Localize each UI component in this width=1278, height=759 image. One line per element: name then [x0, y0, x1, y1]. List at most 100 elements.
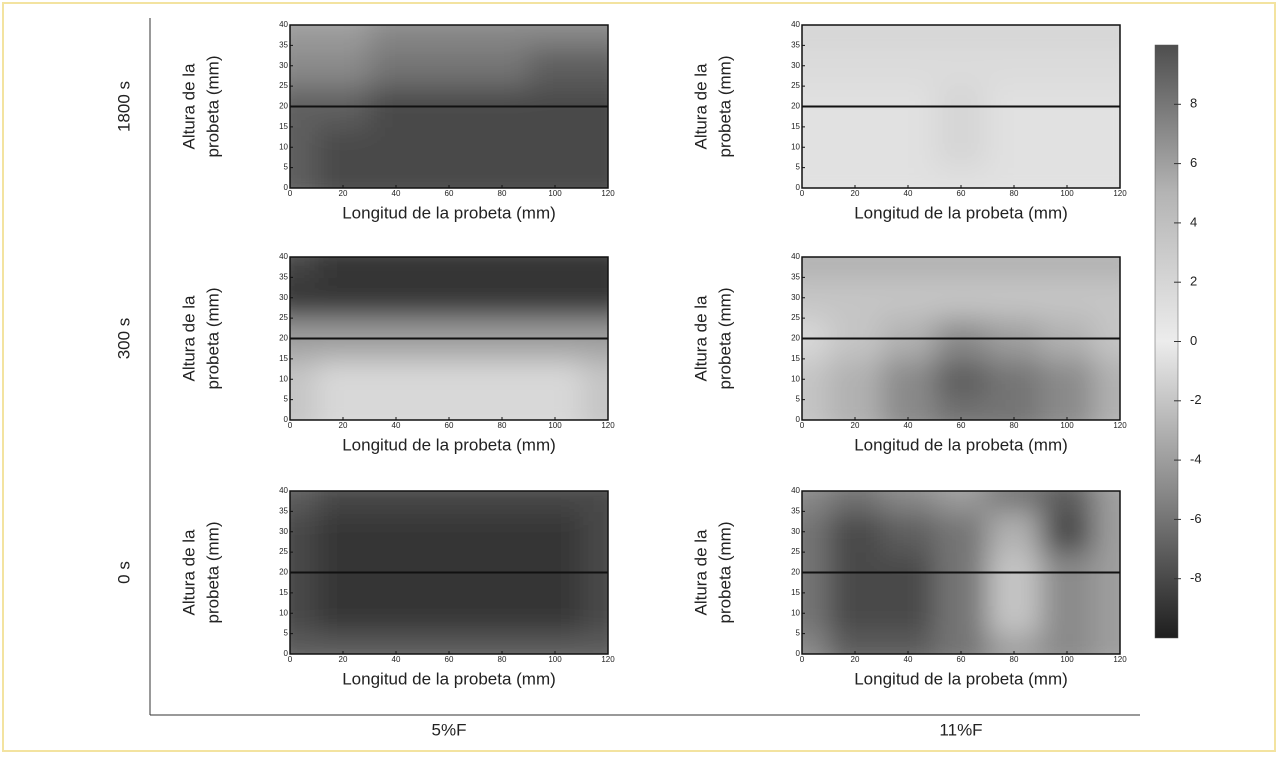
contour-cell — [316, 126, 370, 169]
contour-cell — [881, 45, 935, 87]
y-tick-label: 15 — [279, 122, 288, 131]
x-tick-label: 0 — [800, 655, 805, 664]
x-tick-label: 60 — [445, 655, 454, 664]
contour-cell — [290, 45, 317, 87]
x-tick-label: 120 — [1113, 189, 1127, 198]
contour-cell — [475, 126, 529, 169]
y-tick-label: 30 — [791, 293, 800, 302]
contour-cell — [987, 399, 1041, 420]
x-tick-label: 0 — [288, 189, 293, 198]
y-tick-label: 30 — [279, 61, 288, 70]
x-axis-label: Longitud de la probeta (mm) — [342, 203, 556, 222]
contour-cell — [934, 167, 988, 188]
contour-cell — [581, 25, 608, 46]
contour-cell — [802, 45, 829, 87]
contour-cell — [369, 126, 423, 169]
contour-cell — [881, 399, 935, 420]
y-tick-label: 25 — [791, 81, 800, 90]
contour-cell — [828, 491, 882, 512]
y-tick-label: 40 — [791, 252, 800, 261]
contour-cell — [802, 126, 829, 169]
y-tick-label: 5 — [796, 629, 801, 638]
colorbar-tick-label: 4 — [1190, 214, 1197, 229]
contour-cell — [987, 511, 1041, 553]
contour-cell — [422, 358, 476, 401]
contour-cell — [987, 126, 1041, 169]
y-tick-label: 15 — [791, 354, 800, 363]
contour-cell — [316, 167, 370, 188]
x-tick-label: 0 — [288, 421, 293, 430]
y-tick-label: 10 — [791, 608, 800, 617]
contour-cell — [290, 633, 317, 654]
contour-cell — [581, 592, 608, 635]
contour-cell — [581, 45, 608, 87]
y-tick-label: 40 — [279, 252, 288, 261]
y-tick-label: 35 — [279, 272, 288, 281]
contour-cell — [881, 633, 935, 654]
contour-cell — [290, 126, 317, 169]
x-tick-label: 80 — [498, 655, 507, 664]
y-tick-label: 5 — [284, 395, 289, 404]
contour-cell — [581, 491, 608, 512]
contour-cell — [802, 257, 829, 278]
x-axis-label: Longitud de la probeta (mm) — [854, 669, 1068, 688]
y-axis-label: probeta (mm) — [203, 287, 222, 389]
contour-cell — [987, 25, 1041, 46]
y-axis-label: probeta (mm) — [715, 521, 734, 623]
y-axis-label: Altura de la — [691, 529, 710, 616]
contour-cell — [369, 592, 423, 635]
contour-cell — [987, 277, 1041, 319]
contour-cell — [828, 257, 882, 278]
colorbar-tick-label: 6 — [1190, 155, 1197, 170]
contour-cell — [316, 592, 370, 635]
colorbar-tick-label: -2 — [1190, 392, 1202, 407]
y-tick-label: 15 — [279, 354, 288, 363]
contour-cell — [475, 399, 529, 420]
contour-cell — [1040, 592, 1094, 635]
y-tick-label: 25 — [791, 547, 800, 556]
x-axis-label: Longitud de la probeta (mm) — [854, 203, 1068, 222]
contour-cell — [881, 126, 935, 169]
contour-cell — [934, 257, 988, 278]
contour-cell — [802, 277, 829, 319]
contour-cell — [1040, 358, 1094, 401]
row-label: 1800 s — [114, 81, 133, 132]
y-axis-label: Altura de la — [179, 529, 198, 616]
contour-cell — [369, 45, 423, 87]
x-tick-label: 100 — [1060, 655, 1074, 664]
y-tick-label: 10 — [791, 374, 800, 383]
x-tick-label: 120 — [601, 189, 615, 198]
contour-cell — [881, 491, 935, 512]
y-tick-label: 25 — [279, 81, 288, 90]
contour-cell — [290, 25, 317, 46]
contour-field — [290, 25, 608, 188]
contour-cell — [316, 511, 370, 553]
contour-cell — [828, 358, 882, 401]
contour-cell — [369, 257, 423, 278]
y-axis-label: Altura de la — [691, 295, 710, 382]
contour-cell — [475, 491, 529, 512]
contour-cell — [422, 277, 476, 319]
contour-cell — [475, 45, 529, 87]
y-tick-label: 40 — [279, 20, 288, 29]
contour-cell — [1040, 167, 1094, 188]
contour-cell — [316, 358, 370, 401]
contour-cell — [290, 511, 317, 553]
contour-cell — [828, 399, 882, 420]
contour-field — [290, 257, 608, 420]
y-tick-label: 5 — [796, 395, 801, 404]
contour-cell — [828, 167, 882, 188]
contour-cell — [828, 25, 882, 46]
colorbar-tick-label: -6 — [1190, 511, 1202, 526]
x-tick-label: 20 — [339, 421, 348, 430]
contour-cell — [528, 399, 582, 420]
contour-cell — [475, 167, 529, 188]
y-tick-label: 20 — [279, 568, 288, 577]
contour-cell — [1040, 257, 1094, 278]
contour-cell — [290, 399, 317, 420]
contour-cell — [369, 633, 423, 654]
contour-cell — [802, 358, 829, 401]
contour-cell — [881, 25, 935, 46]
contour-cell — [290, 358, 317, 401]
